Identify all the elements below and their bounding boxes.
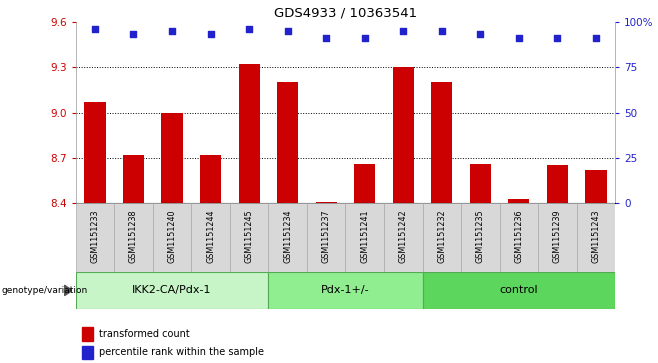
Text: transformed count: transformed count [99, 329, 190, 339]
Bar [277, 82, 298, 203]
Text: GSM1151245: GSM1151245 [245, 209, 253, 263]
FancyBboxPatch shape [76, 203, 114, 272]
Point [514, 35, 524, 41]
Text: GSM1151240: GSM1151240 [168, 210, 176, 263]
Bar [82, 346, 93, 359]
Text: GSM1151233: GSM1151233 [90, 210, 99, 263]
Bar [82, 327, 93, 341]
Point [128, 32, 139, 37]
Text: percentile rank within the sample: percentile rank within the sample [99, 347, 265, 358]
Point [282, 28, 293, 34]
Point [359, 35, 370, 41]
FancyBboxPatch shape [268, 272, 422, 309]
Text: GSM1151235: GSM1151235 [476, 209, 485, 263]
Point [166, 28, 177, 34]
Point [475, 32, 486, 37]
FancyBboxPatch shape [191, 203, 230, 272]
Text: GSM1151237: GSM1151237 [322, 209, 331, 263]
Point [552, 35, 563, 41]
FancyBboxPatch shape [230, 203, 268, 272]
Point [244, 26, 255, 32]
FancyBboxPatch shape [422, 203, 461, 272]
Text: genotype/variation: genotype/variation [1, 286, 88, 295]
Text: GSM1151244: GSM1151244 [206, 210, 215, 263]
Bar [316, 202, 337, 203]
Bar [586, 170, 607, 203]
FancyBboxPatch shape [307, 203, 345, 272]
Title: GDS4933 / 10363541: GDS4933 / 10363541 [274, 6, 417, 19]
FancyBboxPatch shape [461, 203, 499, 272]
Text: Pdx-1+/-: Pdx-1+/- [321, 285, 370, 295]
Text: GSM1151234: GSM1151234 [283, 210, 292, 263]
Text: GSM1151243: GSM1151243 [592, 210, 601, 263]
FancyBboxPatch shape [76, 272, 268, 309]
FancyBboxPatch shape [153, 203, 191, 272]
FancyBboxPatch shape [114, 203, 153, 272]
FancyBboxPatch shape [576, 203, 615, 272]
Text: GSM1151232: GSM1151232 [438, 209, 446, 263]
Text: IKK2-CA/Pdx-1: IKK2-CA/Pdx-1 [132, 285, 212, 295]
Bar [393, 67, 414, 203]
Text: control: control [499, 285, 538, 295]
Point [436, 28, 447, 34]
FancyBboxPatch shape [538, 203, 576, 272]
Bar [123, 155, 144, 203]
Bar [200, 155, 221, 203]
Text: GSM1151236: GSM1151236 [515, 210, 523, 263]
Bar [161, 113, 183, 203]
Polygon shape [64, 285, 72, 295]
Bar [470, 164, 491, 203]
Text: GSM1151241: GSM1151241 [360, 210, 369, 263]
FancyBboxPatch shape [422, 272, 615, 309]
Bar [238, 64, 260, 203]
FancyBboxPatch shape [345, 203, 384, 272]
Bar [431, 82, 453, 203]
Point [205, 32, 216, 37]
Bar [508, 199, 530, 203]
Text: GSM1151239: GSM1151239 [553, 209, 562, 263]
Bar [547, 166, 568, 203]
FancyBboxPatch shape [268, 203, 307, 272]
Point [321, 35, 332, 41]
Point [89, 26, 100, 32]
Bar [84, 102, 105, 203]
FancyBboxPatch shape [499, 203, 538, 272]
FancyBboxPatch shape [384, 203, 422, 272]
Text: GSM1151238: GSM1151238 [129, 210, 138, 263]
Bar [354, 164, 375, 203]
Point [398, 28, 409, 34]
Text: GSM1151242: GSM1151242 [399, 209, 408, 263]
Point [591, 35, 601, 41]
